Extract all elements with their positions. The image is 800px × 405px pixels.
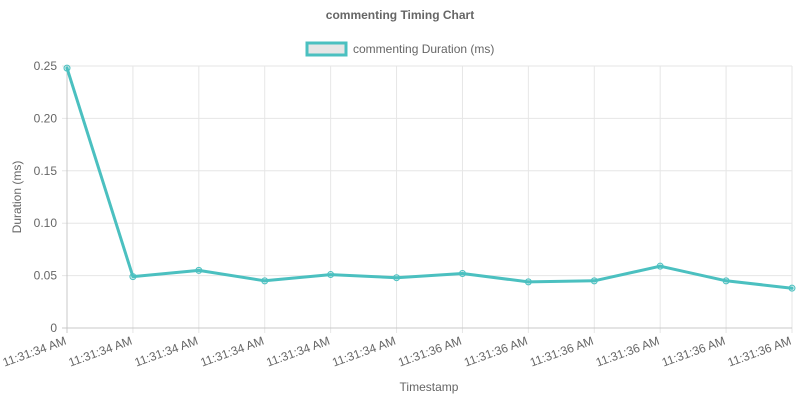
series <box>63 64 796 292</box>
x-tick-label: 11:31:36 AM <box>726 334 793 370</box>
x-tick-label: 11:31:34 AM <box>1 334 68 370</box>
x-tick-label: 11:31:36 AM <box>528 334 595 370</box>
x-tick-label: 11:31:36 AM <box>660 334 727 370</box>
chart-title: commenting Timing Chart <box>326 8 474 22</box>
legend[interactable]: commenting Duration (ms) <box>305 41 494 57</box>
y-tick-label: 0.10 <box>34 216 58 230</box>
data-point <box>63 64 71 72</box>
grid <box>62 65 793 333</box>
data-point <box>327 271 335 279</box>
x-axis-title: Timestamp <box>400 380 459 394</box>
x-tick-label: 11:31:36 AM <box>462 334 529 370</box>
data-point <box>590 277 598 285</box>
data-point <box>722 277 730 285</box>
legend-label: commenting Duration (ms) <box>353 42 494 56</box>
data-point <box>393 274 401 282</box>
y-tick-label: 0.05 <box>34 269 58 283</box>
x-tick-label: 11:31:36 AM <box>396 334 463 370</box>
x-tick-label: 11:31:34 AM <box>264 334 331 370</box>
y-tick-label: 0.20 <box>34 111 58 125</box>
data-point <box>261 277 269 285</box>
data-point <box>524 278 532 286</box>
y-axis-title: Duration (ms) <box>10 161 24 234</box>
data-point <box>195 266 203 274</box>
x-tick-label: 11:31:34 AM <box>198 334 265 370</box>
legend-swatch <box>305 41 348 57</box>
data-point <box>656 262 664 270</box>
data-point <box>129 273 137 281</box>
x-tick-label: 11:31:36 AM <box>594 334 661 370</box>
y-tick-label: 0.25 <box>34 59 58 73</box>
data-point <box>458 270 466 278</box>
axes <box>66 66 792 329</box>
y-tick-label: 0.15 <box>34 164 58 178</box>
data-point <box>788 284 796 292</box>
x-tick-label: 11:31:34 AM <box>330 334 397 370</box>
series-line <box>65 66 794 290</box>
x-tick-label: 11:31:34 AM <box>133 334 200 370</box>
y-tick-label: 0 <box>50 321 57 335</box>
y-axis-ticks: 0 0.05 0.10 0.15 0.20 0.25 <box>34 59 58 335</box>
x-tick-label: 11:31:34 AM <box>67 334 134 370</box>
